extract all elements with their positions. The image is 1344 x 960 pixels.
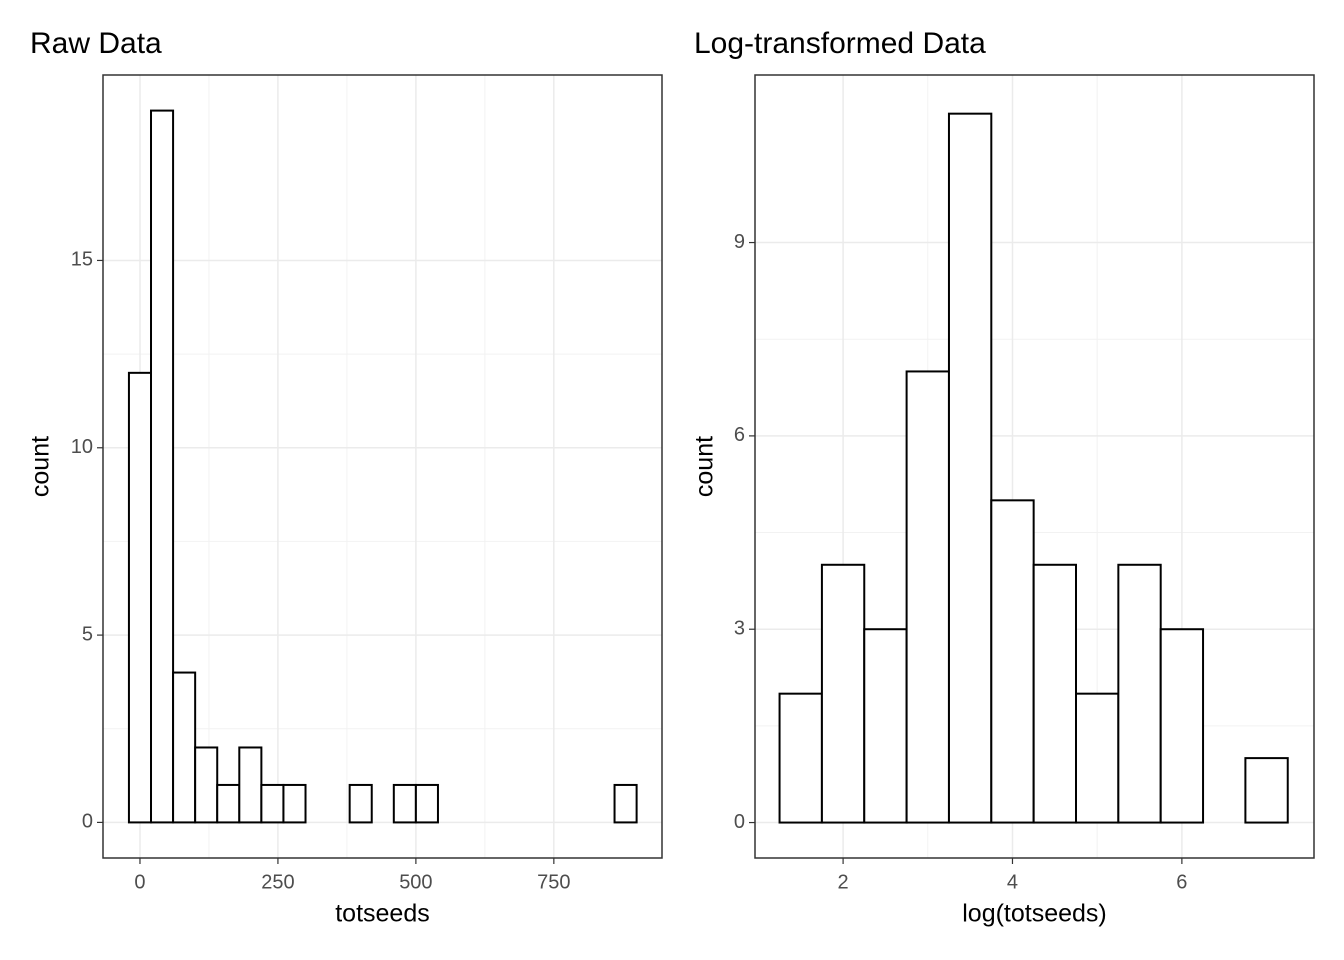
bar: [990, 499, 1035, 824]
x-tick-label: 0: [134, 871, 145, 893]
y-axis-label: count: [27, 436, 55, 497]
bar: [905, 370, 950, 824]
x-tick-label: 750: [537, 871, 570, 893]
y-tick-label: 0: [82, 811, 93, 833]
bar: [282, 783, 307, 824]
chart-title: Log-transformed Data: [694, 27, 986, 60]
bar: [150, 109, 175, 824]
bar: [1075, 692, 1120, 824]
y-tick-label: 15: [71, 249, 93, 271]
bar: [127, 371, 153, 824]
panel-border: [754, 74, 1315, 859]
bar: [194, 746, 219, 824]
bar: [863, 628, 908, 824]
chart-title: Raw Data: [30, 27, 162, 60]
bar: [1244, 757, 1289, 824]
bar: [947, 112, 993, 824]
y-tick-label: 9: [734, 231, 745, 253]
x-axis-label: log(totseeds): [962, 900, 1107, 928]
bar: [1117, 563, 1162, 824]
x-tick-label: 250: [261, 871, 294, 893]
bar: [172, 671, 197, 824]
bar: [216, 783, 241, 824]
bar: [1032, 563, 1078, 824]
y-tick-label: 3: [734, 618, 745, 640]
y-axis-label: count: [691, 436, 719, 497]
bar: [820, 563, 866, 824]
bar: [778, 692, 823, 824]
bar: [414, 783, 439, 824]
bar: [348, 783, 373, 824]
bar: [260, 783, 285, 824]
y-tick-label: 10: [71, 436, 93, 458]
panel-border: [102, 74, 663, 859]
x-tick-label: 4: [1007, 871, 1018, 893]
x-axis-label: totseeds: [335, 900, 430, 928]
y-tick-label: 5: [82, 623, 93, 645]
x-tick-label: 6: [1176, 871, 1187, 893]
x-tick-label: 500: [399, 871, 432, 893]
bar: [1159, 628, 1205, 824]
bar: [613, 783, 638, 824]
y-tick-label: 0: [734, 811, 745, 833]
y-tick-label: 6: [734, 424, 745, 446]
bar: [238, 746, 263, 824]
bar: [392, 783, 417, 824]
x-tick-label: 2: [838, 871, 849, 893]
